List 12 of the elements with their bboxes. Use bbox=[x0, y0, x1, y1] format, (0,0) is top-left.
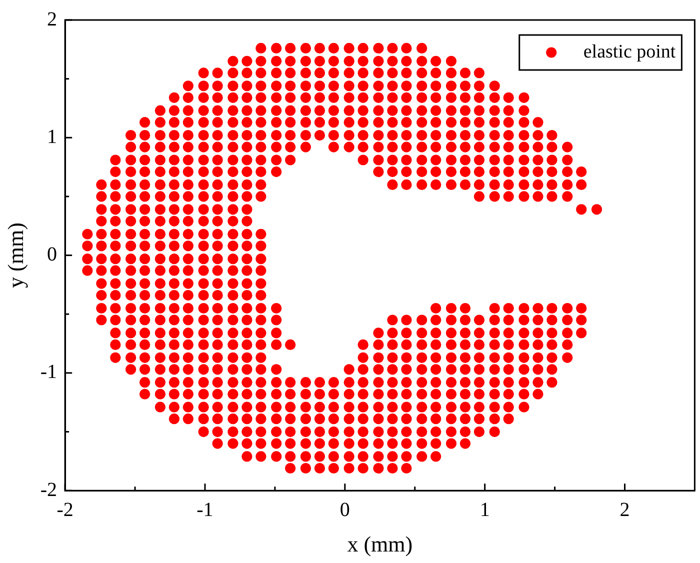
x-tick-label: -1 bbox=[196, 498, 214, 521]
y-axis-title: y (mm) bbox=[2, 222, 28, 288]
x-axis-title: x (mm) bbox=[347, 532, 413, 557]
x-tick-label: 2 bbox=[620, 498, 630, 521]
legend-label: elastic point bbox=[583, 41, 676, 62]
x-tick-label: 0 bbox=[340, 498, 350, 521]
y-tick-label: -1 bbox=[40, 361, 58, 384]
x-tick-label: 1 bbox=[480, 498, 490, 521]
y-tick-label: 1 bbox=[47, 126, 58, 148]
y-tick-label: 0 bbox=[47, 244, 58, 266]
y-tick-label: -2 bbox=[40, 478, 58, 501]
y-tick-label: 2 bbox=[47, 8, 58, 30]
